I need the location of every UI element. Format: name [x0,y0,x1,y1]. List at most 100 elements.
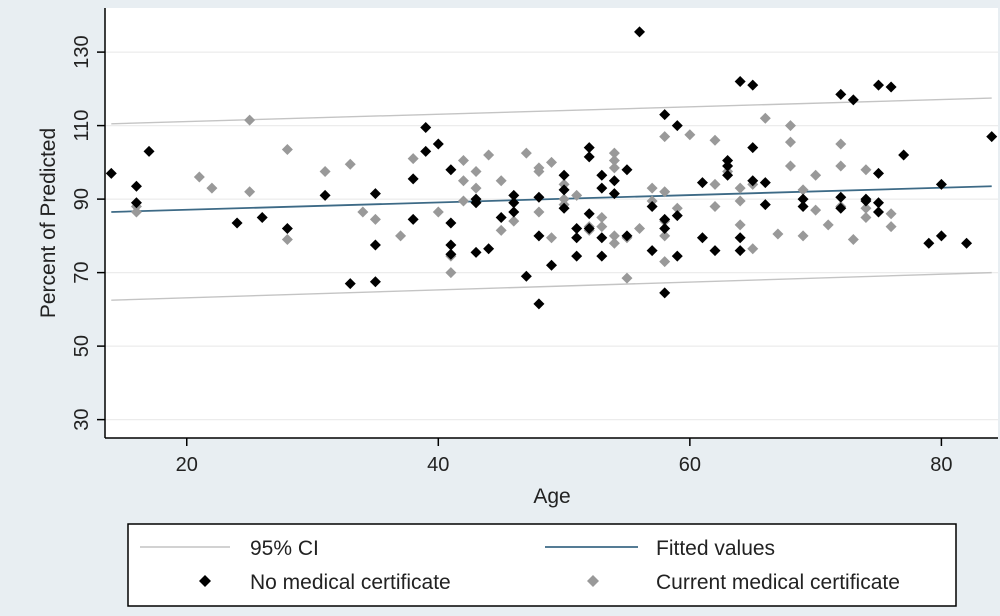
point-no-cert [898,149,910,161]
legend-current-cert-label: Current medical certificate [656,571,900,594]
point-current-cert [784,160,796,172]
point-no-cert [520,270,532,282]
legend-ci-label: 95% CI [250,537,319,560]
point-no-cert [445,217,457,229]
point-current-cert [822,219,834,231]
y-tick-label-90: 90 [71,188,93,210]
x-tick-label-60: 60 [679,454,701,476]
point-no-cert [722,155,734,167]
point-no-cert [546,259,557,271]
point-current-cert [558,178,570,190]
point-current-cert [533,162,545,174]
point-no-cert [646,200,658,212]
point-current-cert [860,202,872,214]
point-current-cert [810,204,822,216]
legend: 95% CI Fitted values No medical certific… [127,523,957,607]
point-no-cert [608,175,620,187]
point-current-cert [571,189,583,201]
point-current-cert [244,186,256,198]
point-current-cert [797,184,809,196]
point-no-cert [659,213,671,225]
point-current-cert [130,206,142,218]
point-no-cert [583,151,595,163]
x-tick-label-80: 80 [930,454,952,476]
point-current-cert [784,136,796,148]
point-current-cert [634,223,646,235]
point-no-cert [470,246,482,258]
point-no-cert [533,191,545,203]
point-no-cert [596,169,608,181]
plot-area [105,8,998,438]
point-current-cert [558,193,570,205]
point-current-cert [395,230,407,242]
point-no-cert [621,164,633,176]
point-current-cert [357,206,369,218]
point-no-cert [835,202,847,214]
legend-no-cert-marker [199,575,211,587]
point-current-cert [810,169,822,181]
point-no-cert [533,298,545,310]
point-no-cert [130,197,142,209]
point-no-cert [659,287,671,299]
x-axis-title: Age [533,485,570,508]
point-current-cert [608,237,620,249]
point-no-cert [671,210,683,222]
point-current-cert [546,232,557,244]
x-tick-label-20: 20 [176,454,198,476]
fitted-line-group [111,185,992,213]
point-no-cert [759,177,771,189]
point-current-cert [835,138,847,150]
point-current-cert [483,149,495,161]
point-no-cert [747,79,759,91]
point-no-cert [961,237,973,249]
point-no-cert [432,138,444,150]
point-current-cert [608,162,620,174]
point-current-cert [885,221,897,233]
point-current-cert [784,120,796,132]
point-current-cert [646,182,658,194]
point-no-cert [885,81,897,93]
point-current-cert [407,153,419,165]
data-points [105,26,998,310]
point-current-cert [734,219,746,231]
legend-current-cert-marker [587,575,599,587]
point-no-cert [873,197,885,209]
confidence-band-lines [111,97,992,301]
point-no-cert [369,276,381,288]
point-current-cert [860,211,872,223]
point-current-cert [709,200,721,212]
point-no-cert [646,245,658,257]
point-current-cert [533,206,545,218]
point-current-cert [193,171,205,183]
point-no-cert [231,217,243,229]
point-current-cert [885,208,897,220]
point-no-cert [558,169,570,181]
ci-upper-line [111,97,992,125]
point-current-cert [659,256,671,268]
point-current-cert [520,147,532,159]
point-no-cert [495,211,507,223]
point-current-cert [608,147,620,159]
point-current-cert [281,143,293,155]
point-no-cert [759,199,771,211]
point-no-cert [105,167,117,179]
point-no-cert [445,164,457,176]
point-current-cert [860,164,872,176]
y-tick-label-70: 70 [71,261,93,283]
point-no-cert [407,173,419,185]
point-current-cert [457,175,469,187]
legend-box [127,523,957,607]
point-no-cert [583,208,595,220]
point-current-cert [747,243,759,255]
point-current-cert [596,211,608,223]
point-current-cert [281,234,293,246]
point-no-cert [860,193,872,205]
point-current-cert [734,195,746,207]
point-no-cert [445,239,457,251]
point-current-cert [646,195,658,207]
point-no-cert [571,232,583,244]
y-tick-label-130: 130 [71,35,93,68]
point-no-cert [696,232,708,244]
point-no-cert [344,278,356,290]
